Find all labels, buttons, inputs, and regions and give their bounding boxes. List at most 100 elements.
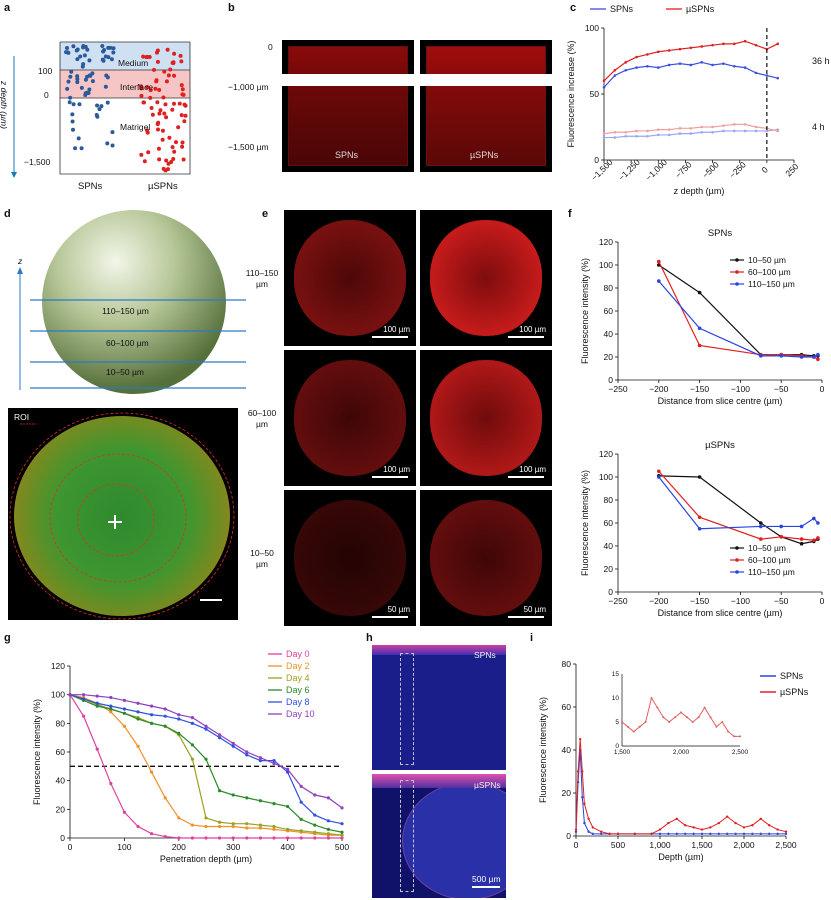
panel-e-row2-label: 60–100 µm [247, 408, 277, 429]
data-point [591, 832, 594, 836]
data-point [587, 830, 590, 833]
data-point [204, 757, 208, 761]
annotation-4h: 4 h [812, 122, 825, 132]
data-point [136, 701, 140, 705]
data-point [743, 39, 747, 43]
data-point [272, 761, 276, 766]
data-point [743, 129, 747, 133]
y-axis-label: Fluorescence intensity (%) [580, 470, 590, 576]
inset-data-point [650, 697, 653, 699]
data-point [779, 354, 783, 358]
dot-spns [78, 54, 83, 59]
dot-uspns [172, 149, 177, 154]
inset-data-point [644, 721, 647, 723]
y-tick-label: 60 [604, 518, 614, 528]
data-point [650, 832, 653, 836]
panel-label-f: f [568, 208, 572, 220]
data-point [286, 804, 290, 809]
data-point [583, 802, 586, 805]
data-point [700, 125, 704, 129]
data-point [581, 796, 584, 799]
panel-label-d: d [4, 208, 11, 220]
dot-uspns [156, 146, 161, 151]
dot-spns [86, 90, 91, 95]
dot-uspns [165, 47, 170, 52]
dot-uspns [142, 159, 147, 164]
dot-uspns [176, 125, 181, 130]
data-point [602, 136, 606, 139]
panel-d-roi-label: ROI [14, 412, 30, 422]
panel-e-row1-label: 110–150 µm [245, 268, 279, 289]
dot-uspns [180, 92, 185, 97]
dot-spns [71, 102, 76, 107]
dot-uspns [179, 113, 184, 118]
dot-uspns [146, 150, 151, 155]
data-point [711, 63, 714, 67]
panel-a-layer-medium: Medium [118, 58, 149, 68]
dot-uspns [183, 103, 188, 108]
x-tick-label: 500 [335, 842, 349, 852]
data-point [340, 833, 344, 837]
data-point [656, 133, 660, 137]
y-tick-label: 20 [56, 804, 66, 814]
x-tick-label: 1,000 [649, 840, 671, 850]
data-point [689, 132, 693, 135]
panel-e-row3-label: 10–50 µm [250, 548, 274, 569]
data-point [313, 830, 317, 834]
inset-y-tick-label: 15 [612, 671, 620, 678]
data-point [218, 820, 222, 824]
x-tick-label: 0 [760, 164, 771, 175]
x-tick-label: −200 [649, 596, 668, 606]
data-point [608, 832, 611, 836]
inset-data-point [662, 716, 665, 719]
legend-label: 110–150 µm [748, 567, 795, 577]
data-point [616, 832, 620, 836]
panel-a-schematic [11, 41, 191, 178]
legend-marker [735, 546, 739, 550]
dot-spns [100, 57, 105, 62]
data-point [258, 799, 262, 803]
dot-uspns [164, 158, 169, 163]
dot-uspns [155, 48, 160, 53]
data-point [95, 701, 99, 705]
data-point [722, 62, 725, 65]
panel-a-tick-m1500: −1,500 [24, 157, 51, 167]
data-point [587, 817, 590, 820]
dot-spns [105, 141, 110, 146]
data-point [722, 124, 725, 127]
dot-uspns [180, 87, 185, 92]
dot-spns [70, 127, 75, 132]
data-point [722, 129, 725, 133]
panel-label-b: b [228, 2, 235, 14]
data-point [816, 521, 820, 525]
x-tick-label: 250 [783, 161, 800, 178]
data-point [646, 53, 649, 56]
x-tick-label: −1,500 [589, 157, 615, 183]
dot-spns [77, 102, 82, 107]
y-tick-label: 80 [56, 718, 66, 728]
data-point [743, 123, 747, 126]
dot-uspns [182, 119, 187, 124]
legend-label-spns: SPNs [610, 4, 634, 14]
dot-uspns [145, 85, 150, 90]
data-point [732, 42, 736, 46]
y-axis-label: Fluorescence increase (%) [566, 40, 576, 147]
y-tick-label: 100 [51, 690, 65, 700]
data-point [812, 355, 816, 359]
data-point [717, 832, 720, 836]
panel-label-c: c [570, 2, 577, 14]
panel-e-scale-label: 50 µm [387, 605, 410, 614]
data-point [726, 832, 729, 836]
data-point [122, 707, 126, 711]
inset-data-point [638, 725, 641, 728]
dot-uspns [171, 156, 176, 161]
data-point [340, 836, 344, 840]
y-tick-label: 80 [604, 283, 614, 293]
dot-uspns [161, 166, 166, 171]
dot-uspns [162, 111, 167, 116]
dot-spns [111, 50, 116, 55]
data-point [624, 68, 628, 72]
x-tick-label: 400 [281, 842, 295, 852]
y-tick-label: 40 [604, 541, 614, 551]
